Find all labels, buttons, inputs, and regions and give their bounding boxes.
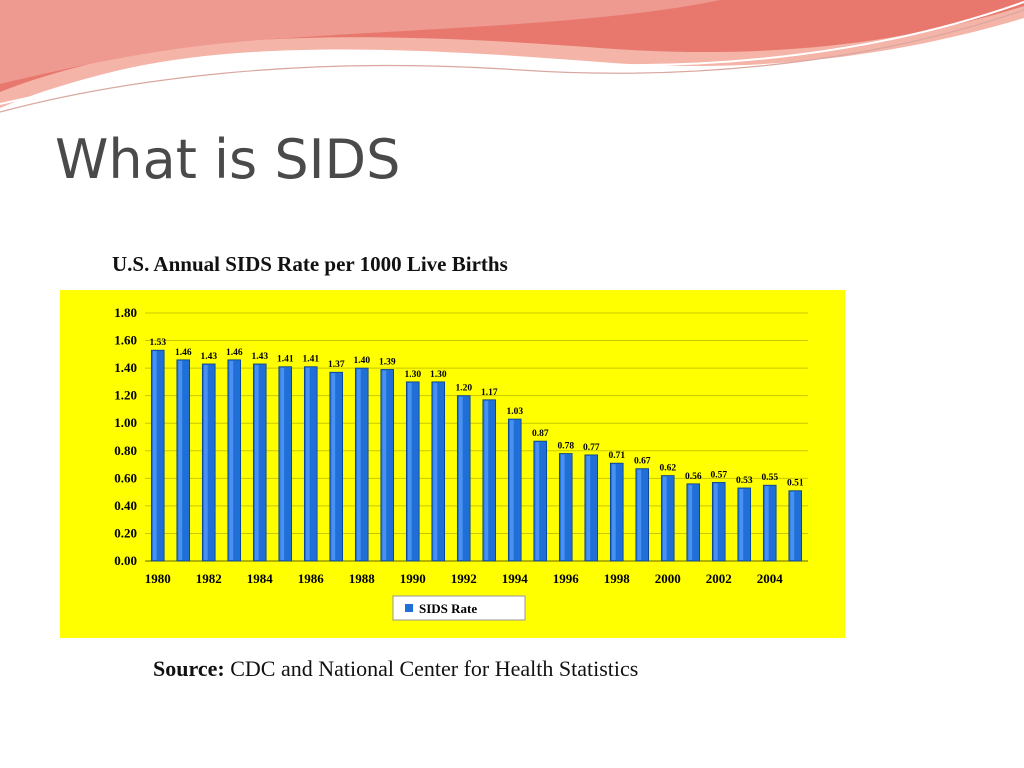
data-label: 0.77 — [583, 443, 600, 453]
bar-highlight — [790, 491, 795, 560]
x-tick-label: 1992 — [451, 571, 477, 586]
data-label: 0.57 — [710, 470, 727, 480]
x-tick-label: 1994 — [502, 571, 529, 586]
bar-highlight — [305, 367, 310, 560]
data-label: 0.71 — [608, 451, 625, 461]
data-label: 0.62 — [659, 464, 676, 474]
y-tick-label: 0.40 — [114, 498, 137, 513]
bar-highlight — [203, 364, 208, 560]
bar-highlight — [229, 360, 234, 560]
bar-highlight — [254, 364, 259, 560]
x-tick-label: 1988 — [349, 571, 376, 586]
bar-highlight — [739, 488, 744, 560]
bar-highlight — [280, 367, 285, 560]
data-label: 1.20 — [455, 384, 472, 394]
x-tick-label: 2004 — [757, 571, 784, 586]
y-tick-label: 1.00 — [114, 415, 137, 430]
legend-label: SIDS Rate — [419, 601, 477, 616]
data-label: 1.03 — [506, 407, 523, 417]
x-tick-label: 1998 — [604, 571, 631, 586]
data-label: 1.46 — [175, 348, 192, 358]
data-label: 0.56 — [685, 472, 702, 482]
data-label: 1.40 — [353, 356, 370, 366]
chart-panel: 0.00 0.20 0.40 0.60 0.80 1.00 1.20 1.40 1.60 1.80… — [60, 290, 845, 638]
data-label: 1.17 — [481, 388, 498, 398]
data-label: 1.37 — [328, 360, 345, 370]
data-label: 0.67 — [634, 457, 651, 467]
x-tick-label: 1982 — [196, 571, 222, 586]
x-tick-label: 1980 — [145, 571, 171, 586]
bar-highlight — [713, 483, 718, 560]
data-label: 1.30 — [430, 370, 447, 380]
bar-highlight — [509, 420, 514, 560]
y-tick-label: 0.20 — [114, 525, 137, 540]
source-line: Source: CDC and National Center for Heal… — [153, 656, 638, 682]
data-label: 1.43 — [200, 352, 217, 362]
bar-highlight — [586, 455, 591, 560]
swoosh-white-line — [0, 1, 1024, 105]
bar-highlight — [152, 351, 157, 560]
x-tick-label: 1996 — [553, 571, 580, 586]
data-label: 0.87 — [532, 429, 549, 439]
data-label: 1.46 — [226, 348, 243, 358]
bar-highlight — [458, 396, 463, 560]
legend-swatch — [405, 604, 413, 612]
bar-highlight — [382, 370, 387, 560]
bar-highlight — [688, 484, 693, 560]
x-tick-label: 1990 — [400, 571, 426, 586]
data-label: 1.30 — [404, 370, 421, 380]
x-tick-label: 1986 — [298, 571, 325, 586]
source-text: CDC and National Center for Health Stati… — [230, 656, 639, 681]
y-tick-label: 1.40 — [114, 360, 137, 375]
bar-highlight — [611, 464, 616, 560]
legend-box — [392, 595, 526, 621]
data-label: 0.55 — [761, 473, 778, 483]
bar-highlight — [764, 486, 769, 560]
bar-highlight — [331, 373, 336, 560]
x-tick-label: 1984 — [247, 571, 274, 586]
swoosh-thin-line — [0, 9, 1024, 113]
x-tick-label: 2002 — [706, 571, 732, 586]
data-label: 1.41 — [277, 355, 294, 365]
bar-highlight — [662, 476, 667, 560]
swoosh-mid-band — [0, 0, 720, 84]
data-label: 1.41 — [302, 355, 319, 365]
slide-title: What is SIDS — [55, 128, 401, 191]
y-tick-label: 1.20 — [114, 388, 137, 403]
bar-highlight — [560, 454, 565, 560]
y-tick-label: 1.60 — [114, 333, 137, 348]
chart-heading: U.S. Annual SIDS Rate per 1000 Live Birt… — [112, 252, 508, 276]
bar-highlight — [178, 360, 183, 560]
bar-highlight — [356, 369, 361, 560]
data-label: 1.43 — [251, 352, 268, 362]
bar-highlight — [535, 442, 540, 560]
data-label: 0.78 — [557, 442, 574, 452]
y-tick-label: 0.80 — [114, 443, 137, 458]
source-label: Source: — [153, 656, 225, 681]
y-tick-label: 0.60 — [114, 470, 137, 485]
data-label: 1.53 — [149, 338, 166, 348]
bar-highlight — [433, 382, 438, 560]
y-tick-label: 0.00 — [114, 553, 137, 568]
x-tick-label: 2000 — [655, 571, 681, 586]
header-swoosh-decoration — [0, 0, 1024, 113]
bar-highlight — [484, 400, 489, 560]
bar-highlight — [637, 469, 642, 560]
sids-rate-bar-chart: 0.00 0.20 0.40 0.60 0.80 1.00 1.20 1.40 1.60 1.80… — [114, 305, 808, 621]
data-label: 1.39 — [379, 357, 396, 367]
data-label: 0.53 — [736, 476, 753, 486]
y-tick-label: 1.80 — [114, 305, 137, 320]
data-label: 0.51 — [787, 479, 804, 489]
bar-highlight — [407, 382, 412, 560]
